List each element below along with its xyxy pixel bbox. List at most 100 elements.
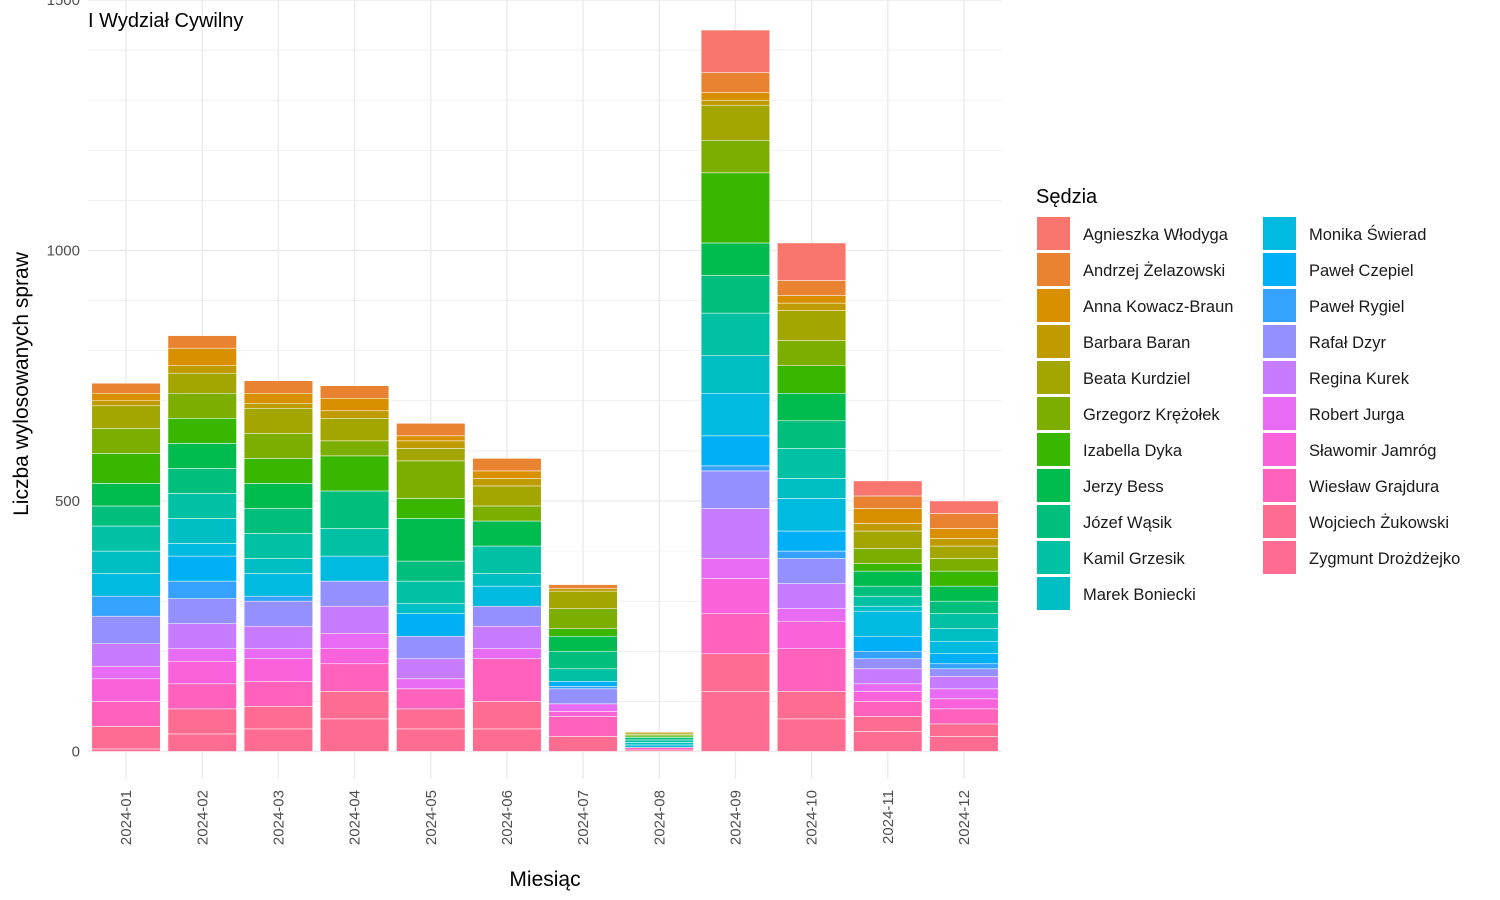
bar-segment — [396, 435, 466, 442]
bar-segment — [700, 558, 770, 579]
legend-key — [1037, 289, 1070, 322]
bar-segment — [396, 560, 466, 582]
bar-segment — [320, 490, 390, 529]
bar-segment — [777, 310, 847, 341]
bar-segment — [167, 493, 237, 519]
bar-segment — [243, 573, 313, 597]
legend-title: Sędzia — [1036, 186, 1098, 208]
bar-segment — [320, 555, 390, 582]
bar-segment — [548, 711, 618, 717]
bar-segment — [167, 623, 237, 649]
legend-key — [1263, 361, 1296, 394]
bar-segment — [700, 393, 770, 437]
bar-segment — [396, 448, 466, 462]
bar-segment — [853, 731, 923, 752]
bar-segment — [396, 603, 466, 614]
bar-segment — [853, 605, 923, 612]
bar-segment — [167, 598, 237, 624]
bar-segment — [243, 658, 313, 682]
bar-segment — [548, 688, 618, 705]
legend-label: Andrzej Żelazowski — [1083, 261, 1225, 280]
bar-segment — [700, 29, 770, 73]
bar-segment — [853, 691, 923, 702]
bar-segment — [700, 275, 770, 314]
x-tick-label: 2024-03 — [270, 790, 287, 845]
legend-label: Grzegorz Krężołek — [1083, 406, 1220, 424]
bar-segment — [91, 483, 161, 507]
bar-segment — [472, 658, 542, 702]
bar-segment — [548, 590, 618, 609]
bar-segment — [929, 538, 999, 547]
bar-segment — [929, 500, 999, 514]
bar-segment — [91, 726, 161, 750]
bar-segment — [167, 580, 237, 599]
bar-segment — [853, 610, 923, 637]
bar-segment — [320, 633, 390, 649]
bar-segment — [700, 508, 770, 559]
bar-segment — [777, 302, 847, 311]
legend-label: Rafał Dzyr — [1309, 334, 1387, 352]
bar-segment — [91, 595, 161, 617]
bar-segment — [700, 435, 770, 467]
legend-key — [1037, 577, 1070, 610]
bar-segment — [700, 72, 770, 93]
bar-segment — [320, 418, 390, 442]
bar-segment — [624, 731, 694, 734]
legend-key — [1263, 469, 1296, 502]
bar-segment — [396, 708, 466, 730]
bar-segment — [777, 280, 847, 296]
legend-key — [1037, 541, 1070, 574]
bar-segment — [243, 433, 313, 459]
bar-segment — [777, 478, 847, 499]
legend-key — [1037, 469, 1070, 502]
bar-segment — [929, 628, 999, 642]
bar-segment — [777, 691, 847, 720]
bar-segment — [929, 613, 999, 629]
bar-segment — [624, 744, 694, 748]
bar-segment — [167, 543, 237, 557]
legend-key — [1037, 505, 1070, 538]
legend-key — [1037, 217, 1070, 250]
bar-segment — [700, 691, 770, 752]
bar-segment — [396, 688, 466, 710]
bar-segment — [853, 658, 923, 670]
bar-segment — [243, 508, 313, 534]
bar-segment — [396, 728, 466, 752]
legend-label: Anna Kowacz-Braun — [1083, 298, 1233, 316]
bar-segment — [91, 428, 161, 454]
legend-key — [1263, 325, 1296, 358]
bar-segment — [700, 578, 770, 614]
bar-segment — [396, 658, 466, 680]
y-tick-label: 500 — [55, 493, 80, 510]
bar-segment — [472, 728, 542, 752]
bar-segment — [472, 625, 542, 649]
legend-label: Sławomir Jamróg — [1309, 442, 1436, 460]
bar-segment — [320, 648, 390, 665]
bar-segment — [167, 365, 237, 374]
bar-segment — [320, 663, 390, 692]
bar-segment — [929, 600, 999, 614]
bar-segment — [472, 470, 542, 479]
bar-segment — [167, 335, 237, 349]
bar-segment — [396, 498, 466, 519]
bar-segment — [700, 104, 770, 141]
bar-segment — [548, 686, 618, 690]
legend-label: Jerzy Bess — [1083, 478, 1164, 496]
bar-segment — [243, 681, 313, 707]
bar-segment — [472, 505, 542, 522]
bar-segment — [548, 651, 618, 670]
legend-key — [1263, 217, 1296, 250]
bar-segment — [853, 548, 923, 564]
y-axis-ticks: 0 500 1000 1500 — [47, 0, 80, 760]
legend-key — [1037, 361, 1070, 394]
bar-segment — [91, 666, 161, 680]
bar-segment — [396, 460, 466, 499]
legend-label: Wojciech Żukowski — [1309, 513, 1449, 532]
y-tick-label: 1000 — [47, 242, 80, 259]
bar-segment — [167, 372, 237, 394]
bar-segment — [548, 681, 618, 687]
bar-segment — [777, 420, 847, 449]
legend-label: Józef Wąsik — [1083, 514, 1173, 532]
y-tick-label: 0 — [72, 743, 80, 760]
bar-segment — [929, 698, 999, 710]
